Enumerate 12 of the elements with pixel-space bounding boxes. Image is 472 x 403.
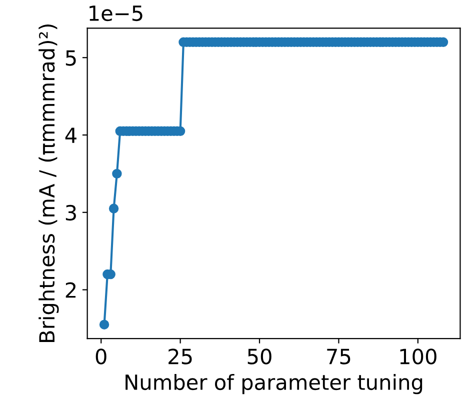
x-tick-label: 75 bbox=[327, 348, 350, 364]
y-tick-label: 5 bbox=[66, 50, 76, 66]
y-tick-label: 3 bbox=[66, 204, 76, 221]
y-tick-label: 4 bbox=[65, 128, 76, 143]
text: 1e−5 bbox=[90, 6, 142, 22]
x-tick-label: 25 bbox=[168, 348, 192, 364]
x-axis-title: Number of parameter tuning bbox=[126, 374, 422, 394]
x-tick-label: 0 bbox=[96, 348, 106, 364]
x-tick-label: 50 bbox=[248, 348, 272, 364]
y-axis-title: Brightness (mA / (πmmmrad)²) bbox=[38, 24, 59, 342]
y-tick-label: 2 bbox=[66, 282, 76, 298]
x-tick-label: 100 bbox=[400, 348, 436, 364]
